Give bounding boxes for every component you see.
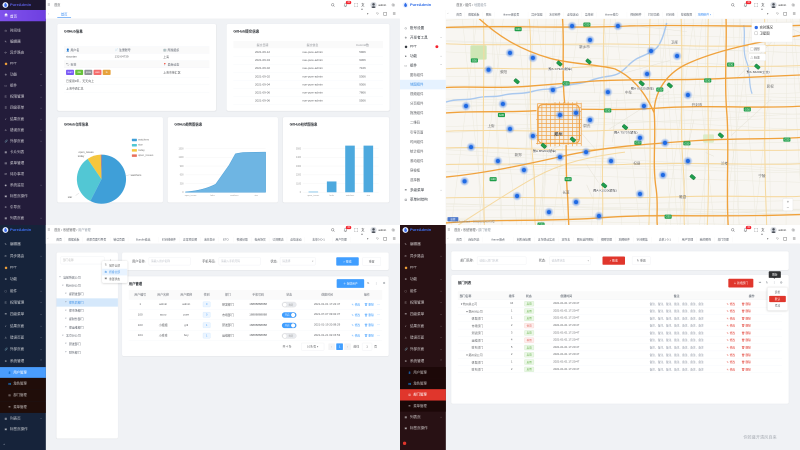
svg-text:G30: G30: [491, 177, 497, 181]
svg-text:G30: G30: [516, 27, 522, 31]
svg-text:star: star: [367, 194, 371, 197]
svg-text:+: +: [787, 199, 790, 204]
svg-text:G30: G30: [666, 215, 672, 219]
svg-text:民权: 民权: [767, 83, 775, 88]
svg-text:郑州: 郑州: [554, 130, 562, 136]
svg-text:兰考: 兰考: [721, 161, 729, 166]
svg-text:0: 0: [182, 192, 184, 194]
svg-text:G30: G30: [745, 107, 751, 111]
svg-text:open_issues: open_issues: [307, 195, 319, 197]
svg-text:star: star: [68, 195, 73, 199]
svg-text:5500: 5500: [296, 148, 302, 150]
svg-text:卫星图: 卫星图: [760, 31, 771, 36]
svg-text:open_issues: open_issues: [185, 195, 197, 197]
svg-text:▢ 圆形: ▢ 圆形: [750, 46, 760, 51]
svg-text:卫辉: 卫辉: [671, 40, 679, 45]
svg-text:2200: 2200: [296, 175, 302, 177]
svg-text:尉氏: 尉氏: [583, 123, 591, 128]
svg-text:G30: G30: [538, 223, 544, 225]
svg-text:实时路况: 实时路况: [760, 25, 774, 30]
svg-text:4400: 4400: [296, 157, 302, 159]
svg-text:today: today: [78, 154, 85, 158]
svg-text:watchers: watchers: [230, 194, 238, 197]
svg-text:G30: G30: [657, 88, 663, 92]
svg-text:G30: G30: [584, 23, 590, 27]
svg-text:豫A·T5737(轿车): 豫A·T5737(轿车): [614, 129, 637, 134]
svg-text:△ 标注: △ 标注: [750, 55, 760, 60]
svg-text:watchers: watchers: [131, 173, 142, 177]
svg-text:豫A·K1520(轿车): 豫A·K1520(轿车): [593, 188, 617, 193]
svg-text:杞县: 杞县: [633, 161, 641, 166]
svg-text:star: star: [255, 194, 259, 197]
svg-text:睢县: 睢县: [679, 194, 687, 199]
svg-text:上街: 上街: [488, 123, 496, 128]
svg-text:1100: 1100: [296, 183, 302, 185]
svg-text:豫A·C7329(轿车): 豫A·C7329(轿车): [548, 66, 572, 71]
svg-text:G30: G30: [728, 63, 734, 67]
svg-text:荥阳: 荥阳: [500, 69, 508, 74]
svg-text:开封市: 开封市: [692, 102, 703, 107]
svg-text:高德: 高德: [450, 217, 455, 221]
svg-text:forks: forks: [210, 194, 215, 197]
svg-text:open_issues: open_issues: [79, 150, 95, 154]
svg-text:600: 600: [180, 175, 185, 177]
svg-text:豫A·B5201(轿车): 豫A·B5201(轿车): [533, 148, 557, 153]
svg-text:G30: G30: [605, 108, 611, 112]
svg-text:G30: G30: [566, 177, 572, 181]
svg-text:新郑: 新郑: [515, 152, 523, 157]
svg-text:900: 900: [180, 166, 185, 168]
svg-text:3300: 3300: [296, 166, 302, 168]
svg-text:G30: G30: [684, 141, 690, 145]
svg-text:0: 0: [300, 192, 302, 194]
svg-text:豫A·00325(货车): 豫A·00325(货车): [631, 86, 654, 91]
svg-text:forks: forks: [329, 194, 334, 197]
svg-text:© 2023 AutoNavi - GS(2021)6375: © 2023 AutoNavi - GS(2021)6375号: [448, 218, 495, 223]
svg-text:300: 300: [180, 183, 185, 185]
svg-text:长葛: 长葛: [563, 190, 571, 195]
svg-text:G30: G30: [499, 113, 505, 117]
svg-text:豫A·66203(公交): 豫A·66203(公交): [747, 69, 770, 74]
svg-text:G30: G30: [563, 81, 569, 85]
svg-text:G30: G30: [784, 138, 790, 142]
svg-text:1200: 1200: [178, 157, 184, 159]
svg-text:−: −: [787, 205, 790, 210]
svg-text:中牟: 中牟: [625, 90, 633, 95]
svg-text:G30: G30: [705, 78, 711, 82]
svg-text:宁陵: 宁陵: [758, 173, 766, 178]
svg-text:1500: 1500: [178, 148, 184, 150]
svg-text:G30: G30: [472, 58, 478, 62]
svg-text:新乡市: 新乡市: [579, 44, 590, 49]
svg-text:watchers: watchers: [346, 194, 354, 197]
svg-text:G30: G30: [635, 141, 641, 145]
